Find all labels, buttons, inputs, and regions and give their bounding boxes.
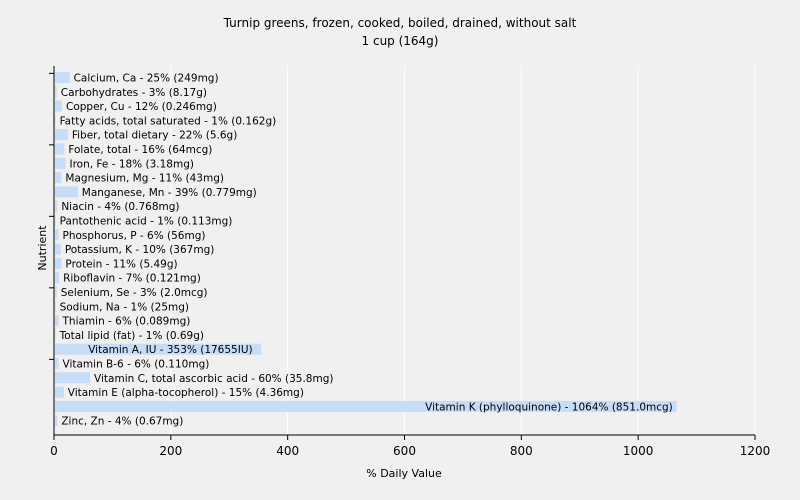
bar	[55, 72, 70, 83]
x-tick-label: 600	[393, 444, 416, 458]
bar	[55, 86, 57, 98]
bar	[55, 229, 59, 241]
bar-label: Vitamin K (phylloquinone) - 1064% (851.0…	[425, 401, 673, 413]
x-tick-label: 400	[276, 444, 299, 458]
bar-label: Protein - 11% (5.49g)	[65, 258, 177, 270]
bar-label: Vitamin C, total ascorbic acid - 60% (35…	[94, 373, 333, 385]
bar-label: Niacin - 4% (0.768mg)	[61, 201, 179, 213]
x-tick-label: 200	[159, 444, 182, 458]
bar-label: Riboflavin - 7% (0.121mg)	[63, 273, 201, 285]
bar	[55, 143, 65, 155]
bar-label: Selenium, Se - 3% (2.0mcg)	[61, 287, 208, 299]
bar	[55, 100, 63, 112]
bar	[55, 300, 56, 312]
bar-label: Folate, total - 16% (64mcg)	[68, 144, 212, 156]
bar-label: Potassium, K - 10% (367mg)	[65, 244, 215, 256]
x-tick-label: 1200	[740, 444, 771, 458]
bar	[55, 257, 62, 269]
chart-subtitle: 1 cup (164g)	[362, 34, 439, 48]
bar	[55, 114, 56, 126]
bar-label: Manganese, Mn - 39% (0.779mg)	[82, 187, 257, 199]
bar-label: Calcium, Ca - 25% (249mg)	[74, 73, 219, 85]
bar-label: Pantothenic acid - 1% (0.113mg)	[60, 216, 233, 228]
bar	[55, 358, 59, 369]
bar	[55, 129, 68, 141]
bar-label: Vitamin A, IU - 353% (17655IU)	[88, 344, 252, 356]
bar	[55, 386, 64, 398]
axes: 0 200 400 600 800 1000 1200	[49, 66, 770, 458]
bar-label: Fiber, total dietary - 22% (5.6g)	[72, 130, 237, 142]
bar	[55, 157, 66, 169]
x-tick-label: 1000	[623, 444, 654, 458]
x-axis-title: % Daily Value	[366, 467, 442, 480]
bar	[55, 186, 78, 198]
bar-label: Sodium, Na - 1% (25mg)	[60, 301, 189, 313]
x-tick-label: 0	[50, 444, 58, 458]
bars	[55, 72, 677, 427]
bar	[55, 329, 56, 341]
bar	[55, 372, 91, 384]
bar	[55, 243, 61, 255]
bar	[55, 400, 677, 412]
bar	[55, 415, 58, 427]
y-axis-title: Nutrient	[36, 225, 49, 271]
bar-label: Magnesium, Mg - 11% (43mg)	[65, 173, 224, 185]
bar	[55, 172, 62, 184]
bar-label: Carbohydrates - 3% (8.17g)	[61, 87, 207, 99]
bar-label: Total lipid (fat) - 1% (0.69g)	[59, 330, 204, 342]
gridlines	[170, 66, 756, 435]
bar-labels: Calcium, Ca - 25% (249mg) Carbohydrates -…	[59, 73, 673, 428]
bar-label: Zinc, Zn - 4% (0.67mg)	[61, 416, 183, 428]
bar	[55, 286, 57, 298]
bar-label: Vitamin E (alpha-tocopherol) - 15% (4.36…	[68, 387, 304, 399]
bar	[55, 343, 262, 355]
bar	[55, 215, 56, 226]
bar-label: Vitamin B-6 - 6% (0.110mg)	[63, 359, 210, 371]
chart-title: Turnip greens, frozen, cooked, boiled, d…	[223, 16, 577, 30]
bar-label: Copper, Cu - 12% (0.246mg)	[66, 101, 217, 113]
bar-label: Iron, Fe - 18% (3.18mg)	[70, 158, 194, 170]
bar	[55, 315, 59, 327]
bar-label: Phosphorus, P - 6% (56mg)	[63, 230, 206, 242]
x-tick-label: 800	[510, 444, 533, 458]
bar-label: Thiamin - 6% (0.089mg)	[62, 316, 191, 328]
bar	[55, 272, 60, 284]
bar	[55, 200, 58, 212]
bar-label: Fatty acids, total saturated - 1% (0.162…	[60, 115, 277, 127]
